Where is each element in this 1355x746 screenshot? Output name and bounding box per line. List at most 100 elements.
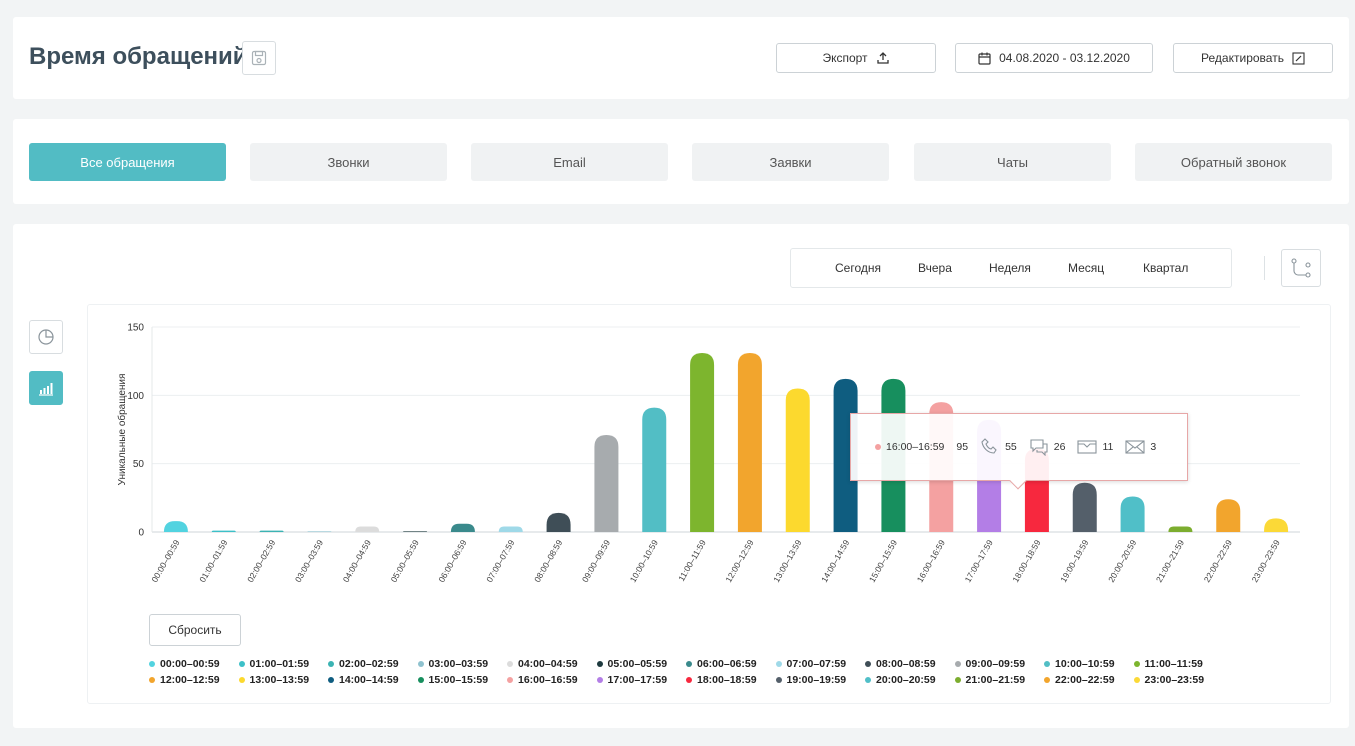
legend-color-dot — [507, 661, 513, 667]
legend-label: 04:00–04:59 — [518, 658, 578, 670]
legend-item[interactable]: 21:00–21:59 — [954, 674, 1045, 686]
reset-button[interactable]: Сбросить — [149, 614, 241, 646]
legend-label: 10:00–10:59 — [1055, 658, 1115, 670]
tab-all[interactable]: Все обращения — [29, 143, 226, 181]
x-tick-label: 18:00–18:59 — [1010, 538, 1042, 584]
legend-color-dot — [328, 677, 334, 683]
x-tick-label: 03:00–03:59 — [293, 538, 325, 584]
period-quarter[interactable]: Квартал — [1143, 261, 1189, 275]
legend-label: 17:00–17:59 — [607, 674, 668, 686]
x-tick-label: 01:00–01:59 — [197, 538, 229, 584]
x-tick-label: 11:00–11:59 — [676, 538, 708, 583]
edit-label: Редактировать — [1201, 51, 1284, 65]
bar — [1120, 496, 1145, 532]
tooltip-range: 16:00–16:59 — [886, 441, 945, 453]
bar — [355, 526, 380, 532]
header-card: Время обращений Экспорт 04.08.2020 - 03.… — [13, 17, 1349, 99]
period-today[interactable]: Сегодня — [835, 261, 881, 275]
export-label: Экспорт — [822, 51, 868, 65]
legend-item[interactable]: 04:00–04:59 — [507, 658, 597, 670]
chat-icon — [1030, 439, 1048, 456]
legend-item[interactable]: 05:00–05:59 — [596, 658, 687, 670]
legend-item[interactable]: 18:00–18:59 — [686, 674, 776, 686]
tabs-card: Все обращения Звонки Email Заявки Чаты О… — [13, 119, 1349, 204]
legend-item[interactable]: 03:00–03:59 — [417, 658, 508, 670]
legend-item[interactable]: 17:00–17:59 — [596, 674, 687, 686]
chart-tooltip: 16:00–16:59 95 55 26 — [850, 413, 1188, 481]
legend-item[interactable]: 16:00–16:59 — [507, 674, 597, 686]
y-axis-label: Уникальные обращения — [116, 374, 128, 486]
legend-label: 06:00–06:59 — [697, 658, 757, 670]
legend-color-dot — [775, 677, 782, 683]
bar — [594, 434, 619, 532]
date-range-button[interactable]: 04.08.2020 - 03.12.2020 — [955, 43, 1153, 73]
legend-item[interactable]: 13:00–13:59 — [238, 674, 329, 686]
x-tick-label: 15:00–15:59 — [867, 538, 899, 584]
legend-color-dot — [954, 661, 961, 667]
y-tick-label: 100 — [127, 391, 144, 402]
legend-item[interactable]: 10:00–10:59 — [1044, 658, 1134, 670]
bar — [1072, 482, 1097, 532]
bar — [1216, 499, 1241, 532]
x-tick-label: 04:00–04:59 — [341, 538, 373, 584]
period-yesterday[interactable]: Вчера — [918, 261, 952, 275]
bar — [785, 388, 810, 532]
legend-color-dot — [954, 677, 961, 683]
legend-color-dot — [238, 661, 245, 667]
legend-item[interactable]: 00:00–00:59 — [149, 658, 239, 670]
legend-color-dot — [596, 677, 603, 683]
legend-label: 11:00–11:59 — [1144, 658, 1203, 670]
legend-color-dot — [1044, 661, 1050, 667]
legend-color-dot — [507, 677, 513, 683]
tab-callback[interactable]: Обратный звонок — [1135, 143, 1332, 181]
legend-item[interactable]: 06:00–06:59 — [686, 658, 776, 670]
y-tick-label: 0 — [138, 528, 144, 539]
bar — [737, 352, 762, 532]
bar-chart-icon — [39, 383, 53, 396]
legend-label: 18:00–18:59 — [697, 674, 757, 686]
legend-item[interactable]: 20:00–20:59 — [865, 674, 955, 686]
edit-button[interactable]: Редактировать — [1173, 43, 1333, 73]
export-button[interactable]: Экспорт — [776, 43, 936, 73]
tab-requests[interactable]: Заявки — [692, 143, 889, 181]
legend-color-dot — [417, 661, 424, 667]
chart-legend: 00:00–00:59 01:00–01:59 02:00–02:59 03:00–0… — [149, 658, 1239, 686]
x-tick-label: 17:00–17:59 — [963, 538, 995, 584]
legend-item[interactable]: 08:00–08:59 — [865, 658, 955, 670]
legend-color-dot — [686, 661, 692, 667]
page-title: Время обращений — [29, 43, 248, 70]
legend-item[interactable]: 23:00–23:59 — [1133, 674, 1224, 686]
period-month[interactable]: Месяц — [1068, 261, 1105, 275]
toolbar-divider — [1264, 256, 1265, 280]
legend-item[interactable]: 11:00–11:59 — [1133, 658, 1224, 670]
bar-chart-button[interactable] — [29, 371, 63, 405]
legend-item[interactable]: 14:00–14:59 — [328, 674, 418, 686]
envelope-icon — [1125, 440, 1145, 454]
legend-color-dot — [238, 677, 245, 683]
legend-label: 20:00–20:59 — [876, 674, 936, 686]
legend-label: 08:00–08:59 — [876, 658, 936, 670]
legend-color-dot — [865, 661, 871, 667]
save-button[interactable] — [242, 41, 276, 75]
period-week[interactable]: Неделя — [989, 261, 1031, 275]
chart-card: Сегодня Вчера Неделя Месяц Квартал 0 50 10… — [13, 224, 1349, 728]
legend-item[interactable]: 09:00–09:59 — [954, 658, 1045, 670]
pie-chart-button[interactable] — [29, 320, 63, 354]
tab-calls[interactable]: Звонки — [250, 143, 447, 181]
legend-label: 05:00–05:59 — [607, 658, 668, 670]
tooltip-color-dot — [875, 444, 881, 450]
legend-item[interactable]: 15:00–15:59 — [417, 674, 508, 686]
legend-item[interactable]: 07:00–07:59 — [775, 658, 866, 670]
x-tick-label: 21:00–21:59 — [1154, 538, 1186, 584]
tab-email[interactable]: Email — [471, 143, 668, 181]
legend-item[interactable]: 19:00–19:59 — [775, 674, 866, 686]
tooltip-total: 95 — [956, 441, 969, 453]
legend-item[interactable]: 01:00–01:59 — [238, 658, 329, 670]
floppy-disk-icon — [251, 50, 267, 66]
tab-chats[interactable]: Чаты — [914, 143, 1111, 181]
legend-item[interactable]: 02:00–02:59 — [328, 658, 418, 670]
legend-item[interactable]: 12:00–12:59 — [149, 674, 239, 686]
edit-icon — [1292, 51, 1305, 65]
legend-item[interactable]: 22:00–22:59 — [1044, 674, 1134, 686]
compare-button[interactable] — [1281, 249, 1321, 287]
